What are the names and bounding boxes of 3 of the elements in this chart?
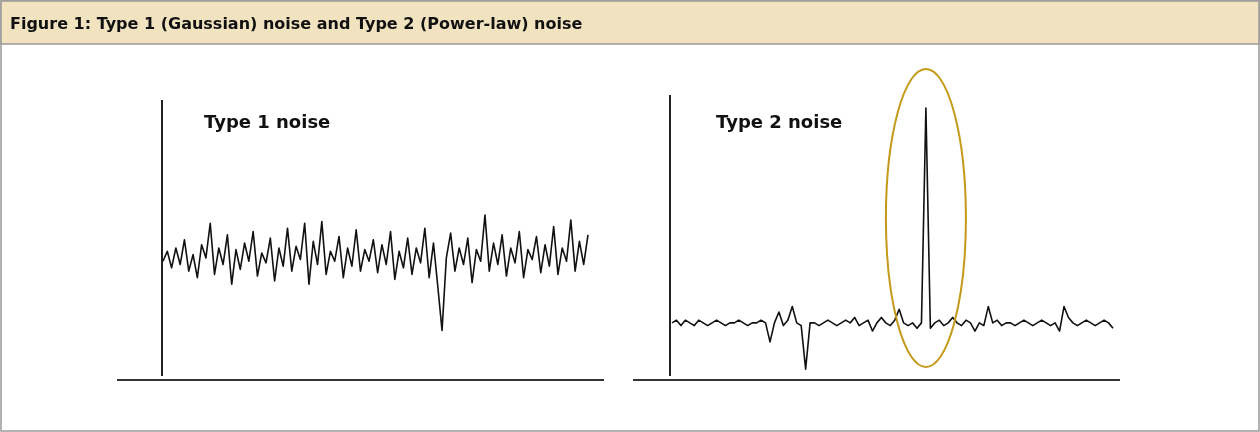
- chart-title: Type 2 noise: [716, 111, 843, 132]
- caption: Figure 1: Type 1 (Gaussian) noise and Type 2 (Power-law) noise: [10, 14, 583, 33]
- chart-title: Type 1 noise: [204, 111, 331, 132]
